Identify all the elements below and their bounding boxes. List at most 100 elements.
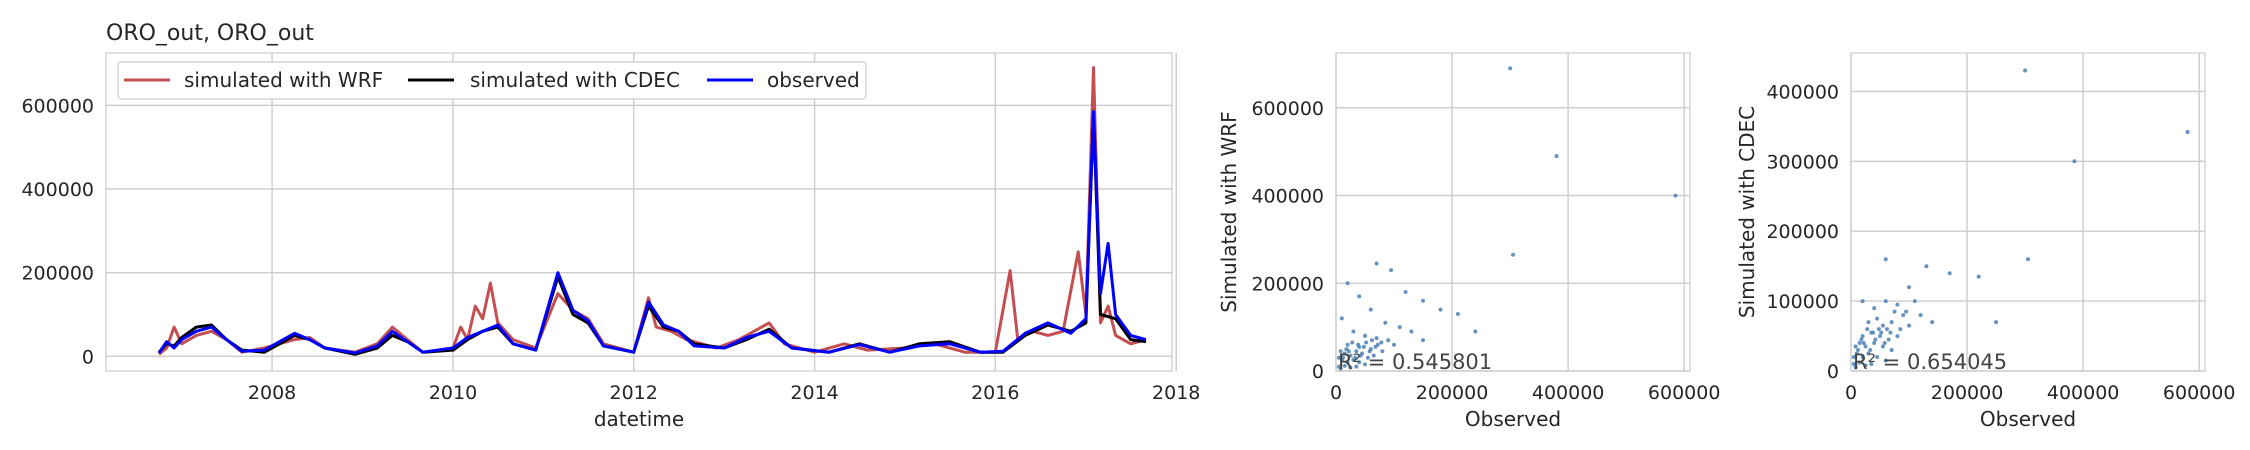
cdec-scatter-point (1866, 320, 1871, 325)
cdec-scatter-point (1860, 299, 1865, 304)
wrf-scatter-point (1354, 349, 1359, 354)
timeseries-y-tick-label: 400000 (21, 179, 94, 201)
wrf-scatter-point (1397, 325, 1402, 330)
legend-label-wrf: simulated with WRF (184, 68, 383, 92)
timeseries-title: ORO_out, ORO_out (106, 21, 314, 46)
wrf-scatter-point (1473, 329, 1478, 334)
cdec-scatter-point (1901, 313, 1906, 318)
wrf-scatter-point (1375, 342, 1380, 347)
wrf-scatter-y-tick-label: 200000 (1251, 273, 1324, 295)
wrf-scatter-y-axis-label: Simulated with WRF (1217, 111, 1241, 312)
cdec-scatter-point (1880, 344, 1885, 349)
timeseries-x-tick-label: 2010 (429, 382, 477, 404)
wrf-scatter-point (1365, 355, 1370, 360)
cdec-scatter-point (1863, 344, 1868, 349)
cdec-scatter-point (1889, 348, 1894, 352)
wrf-scatter-point (1370, 338, 1374, 343)
cdec-scatter-point (1872, 306, 1877, 311)
cdec-scatter-x-tick-label: 0 (1845, 382, 1857, 404)
wrf-scatter-point (1356, 342, 1361, 347)
timeseries-x-tick-label: 2014 (790, 382, 838, 404)
legend-frame (117, 61, 867, 100)
cdec-scatter-point (1866, 351, 1871, 356)
cdec-scatter-point (1879, 330, 1884, 335)
cdec-scatter-point (1868, 348, 1873, 352)
wrf-scatter-point (1348, 353, 1353, 358)
cdec-scatter-point (1882, 341, 1887, 345)
cdec-scatter-point (2185, 130, 2190, 134)
wrf-scatter-point (1339, 316, 1344, 321)
cdec-scatter-point (1883, 299, 1888, 304)
wrf-scatter-point (1342, 363, 1347, 368)
cdec-scatter-y-ticks: 0 100000 200000 300000 400000 (1766, 81, 1839, 383)
timeseries-x-tick-label: 2018 (1152, 382, 1200, 404)
cdec-scatter-point (1869, 362, 1874, 366)
wrf-scatter-point (1354, 364, 1359, 369)
cdec-scatter-point (1853, 344, 1858, 349)
cdec-scatter-point (1861, 341, 1866, 345)
wrf-scatter-point (1342, 351, 1347, 356)
timeseries-x-axis-label: datetime (594, 407, 684, 431)
wrf-scatter-point (1455, 312, 1460, 316)
wrf-scatter-point (1353, 355, 1358, 360)
wrf-scatter-point (1351, 329, 1356, 334)
wrf-scatter-panel: 0 200000 400000 600000 0200000400000600000 … (1217, 52, 1721, 431)
timeseries-series (157, 66, 1147, 356)
wrf-scatter-point (1511, 252, 1515, 257)
cdec-scatter-point (1883, 358, 1888, 363)
timeseries-x-ticks: 2008 2010 2012 2014 2016 2018 (248, 382, 1200, 404)
cdec-scatter-y-tick-label: 100000 (1766, 291, 1839, 313)
timeseries-panel: 2008 2010 2012 2014 2016 2018 0 200000 400000 60… (21, 21, 1200, 431)
cdec-scatter-plot-area (1850, 52, 2206, 372)
legend-label-cdec: simulated with CDEC (470, 68, 680, 92)
wrf-scatter-x-tick-label: 400000 (1532, 382, 1605, 404)
cdec-scatter-point (1892, 309, 1897, 314)
wrf-scatter-point (1345, 342, 1350, 347)
wrf-scatter-x-axis-label: Observed (1465, 407, 1561, 431)
cdec-scatter-point (1859, 337, 1864, 342)
cdec-r-squared-annotation: R² = 0.654045 (1853, 350, 2007, 374)
wrf-scatter-point (1361, 344, 1366, 349)
cdec-scatter-point (1860, 355, 1865, 359)
wrf-scatter-point (1380, 349, 1385, 354)
cdec-scatter-point (1918, 313, 1923, 318)
cdec-scatter-point (1895, 334, 1900, 339)
cdec-scatter-panel: 0 200000 400000 600000 0 100000 200000 300000 4… (1735, 52, 2236, 431)
wrf-scatter-point (1358, 353, 1363, 358)
wrf-scatter-point (1374, 261, 1379, 266)
wrf-scatter-point (1348, 365, 1353, 370)
cdec-scatter-y-axis-label: Simulated with CDEC (1735, 106, 1759, 318)
timeseries-x-tick-label: 2016 (971, 382, 1019, 404)
wrf-scatter-y-tick-label: 0 (1312, 361, 1324, 383)
timeseries-x-tick-label: 2008 (248, 382, 296, 404)
wrf-scatter-point (1371, 353, 1376, 358)
cdec-scatter-x-tick-label: 400000 (2047, 382, 2120, 404)
wrf-scatter-plot-area (1335, 52, 1691, 372)
wrf-scatter-y-ticks: 0 200000 400000 600000 (1251, 98, 1324, 383)
cdec-scatter-x-ticks: 0 200000 400000 600000 (1845, 382, 2236, 404)
wrf-scatter-point (1438, 307, 1443, 312)
cdec-scatter-y-tick-label: 400000 (1766, 81, 1839, 103)
wrf-scatter-y-tick-label: 600000 (1251, 98, 1324, 120)
cdec-scatter-x-tick-label: 600000 (2163, 382, 2236, 404)
wrf-r-squared-annotation: R² = 0.545801 (1338, 350, 1492, 374)
timeseries-y-tick-label: 0 (82, 346, 94, 368)
cdec-scatter-point (1976, 274, 1981, 279)
wrf-scatter-point (1357, 360, 1362, 365)
cdec-scatter-point (1865, 327, 1870, 332)
cdec-scatter-point (1851, 362, 1856, 366)
cdec-scatter-y-tick-label: 200000 (1766, 221, 1839, 243)
cdec-scatter-point (1886, 337, 1891, 342)
wrf-scatter-point (1364, 340, 1369, 345)
wrf-scatter-point (1350, 340, 1355, 345)
cdec-scatter-point (1907, 323, 1911, 328)
wrf-scatter-x-tick-label: 600000 (1648, 382, 1721, 404)
cdec-scatter-point (1907, 285, 1911, 290)
wrf-scatter-x-tick-label: 200000 (1416, 382, 1489, 404)
wrf-scatter-point (1367, 349, 1372, 354)
cdec-scatter-point (1912, 299, 1917, 304)
wrf-scatter-x-tick-label: 0 (1330, 382, 1342, 404)
wrf-scatter-point (1421, 298, 1425, 303)
cdec-scatter-point (1863, 363, 1868, 368)
